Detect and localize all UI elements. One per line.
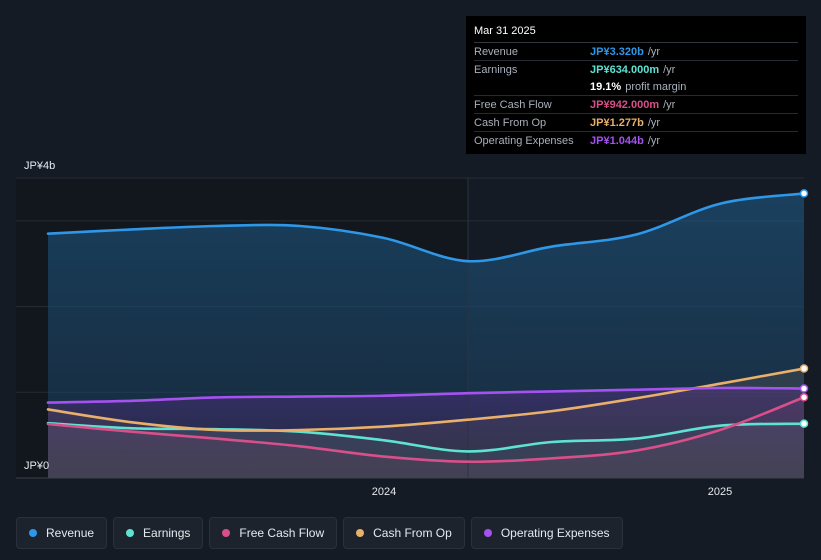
tooltip-row-profit-margin: 19.1% profit margin xyxy=(474,78,798,96)
tooltip-value: JP¥1.277b xyxy=(590,116,644,129)
tooltip-label: Revenue xyxy=(474,45,519,58)
y-axis-bottom-label: JP¥0 xyxy=(24,460,50,472)
endpoint-earnings xyxy=(799,419,809,428)
legend-label: Earnings xyxy=(143,526,191,540)
series-lines xyxy=(46,192,806,464)
endpoint-revenue xyxy=(799,189,809,198)
legend-label: Revenue xyxy=(46,526,95,540)
legend-item-revenue[interactable]: Revenue xyxy=(16,517,108,549)
tooltip-row-cash-from-op: Cash From Op JP¥1.277b /yr xyxy=(474,114,798,132)
line-revenue xyxy=(46,192,806,263)
tooltip-unit: /yr xyxy=(663,98,676,111)
endpoint-free-cash-flow xyxy=(799,393,809,402)
legend-dot-icon xyxy=(222,529,231,537)
legend-label: Cash From Op xyxy=(373,526,452,540)
tooltip-unit: /yr xyxy=(663,63,676,76)
tooltip-label: Free Cash Flow xyxy=(474,98,552,111)
tooltip-row-free-cash-flow: Free Cash Flow JP¥942.000m /yr xyxy=(474,96,798,114)
tooltip-value: JP¥634.000m xyxy=(590,63,660,76)
legend-item-free-cash-flow[interactable]: Free Cash Flow xyxy=(209,517,338,549)
tooltip-row-operating-expenses: Operating Expenses JP¥1.044b /yr xyxy=(474,132,798,149)
legend-dot-icon xyxy=(356,529,365,537)
tooltip-label: Operating Expenses xyxy=(474,134,574,147)
tooltip-label: Cash From Op xyxy=(474,116,547,129)
endpoint-operating-expenses xyxy=(799,384,809,393)
tooltip-row-earnings: Earnings JP¥634.000m /yr xyxy=(474,61,798,78)
legend-label: Free Cash Flow xyxy=(239,526,325,540)
tooltip-label: Earnings xyxy=(474,63,518,76)
series-areas xyxy=(48,193,804,478)
endpoint-cash-from-op xyxy=(799,364,809,373)
tooltip-value: JP¥1.044b xyxy=(590,134,644,147)
series-endpoints xyxy=(799,189,809,428)
y-axis-top-label: JP¥4b xyxy=(24,160,56,172)
x-axis-ticks: 2024 2025 xyxy=(372,486,732,498)
line-cash-from-op xyxy=(46,367,806,433)
line-earnings xyxy=(46,421,806,453)
x-tick-label: 2025 xyxy=(708,486,732,498)
legend-item-earnings[interactable]: Earnings xyxy=(113,517,204,549)
tooltip-date: Mar 31 2025 xyxy=(474,24,798,43)
legend-dot-icon xyxy=(29,529,37,537)
tooltip-row-revenue: Revenue JP¥3.320b /yr xyxy=(474,43,798,61)
area-operating-expenses xyxy=(48,387,804,478)
tooltip-value: JP¥3.320b xyxy=(590,45,644,58)
legend-item-cash-from-op[interactable]: Cash From Op xyxy=(343,517,465,549)
legend-label: Operating Expenses xyxy=(500,526,610,540)
tooltip-unit: /yr xyxy=(647,134,661,147)
line-operating-expenses xyxy=(46,386,806,404)
tooltip-value: JP¥942.000m xyxy=(590,98,660,111)
legend: Revenue Earnings Free Cash Flow Cash Fro… xyxy=(16,517,623,549)
tooltip-unit: /yr xyxy=(647,116,661,129)
x-tick-label: 2024 xyxy=(372,486,396,498)
tooltip-unit: profit margin xyxy=(625,80,687,93)
tooltip-value: 19.1% xyxy=(590,80,622,93)
tooltip-unit: /yr xyxy=(647,45,661,58)
tooltip-panel: Mar 31 2025 Revenue JP¥3.320b /yr Earnin… xyxy=(466,16,806,154)
line-free-cash-flow xyxy=(46,395,806,464)
chart-area: 2024 2025 xyxy=(16,177,809,498)
legend-dot-icon xyxy=(126,529,135,537)
legend-item-operating-expenses[interactable]: Operating Expenses xyxy=(470,517,623,549)
legend-dot-icon xyxy=(483,529,492,537)
